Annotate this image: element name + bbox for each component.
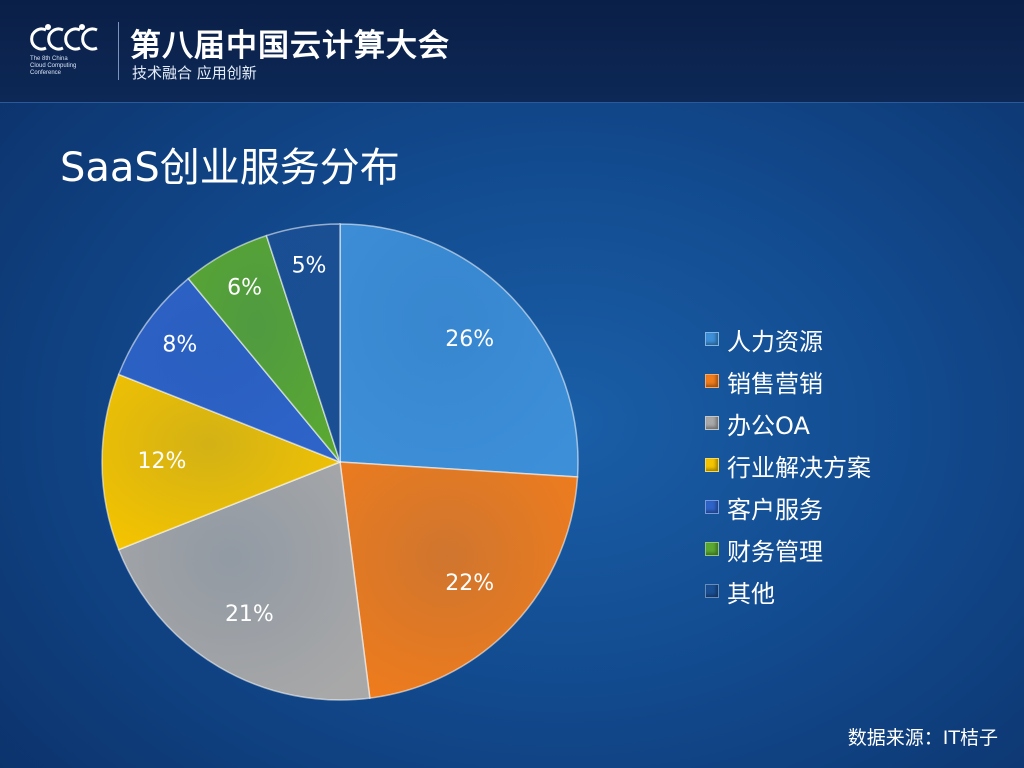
legend-item: 销售营销 bbox=[705, 360, 871, 402]
legend-label: 财务管理 bbox=[727, 537, 823, 566]
legend-swatch bbox=[705, 542, 719, 556]
legend-item: 行业解决方案 bbox=[705, 444, 871, 486]
legend-label: 办公OA bbox=[727, 411, 810, 440]
logo-caption-line: The 8th China bbox=[30, 56, 68, 62]
data-source-note: 数据来源：IT桔子 bbox=[847, 727, 998, 749]
pie-slice-5 bbox=[117, 277, 341, 463]
legend-item: 其他 bbox=[705, 570, 871, 612]
logo-caption-line: Cloud Computing bbox=[30, 63, 77, 69]
header-divider bbox=[118, 22, 119, 80]
pie-chart: 26% 22% 21% 12% 8% 6% 5% bbox=[101, 223, 579, 701]
chart-legend: 人力资源销售营销办公OA 行业解决方案 客户服务财务管理其他 bbox=[705, 318, 871, 612]
pie-slice-label: 6% bbox=[227, 275, 262, 300]
legend-label: 人力资源 bbox=[727, 327, 823, 356]
legend-label: 其他 bbox=[727, 579, 775, 608]
pie-slice-4 bbox=[101, 373, 343, 551]
pie-slice-7 bbox=[265, 223, 341, 463]
legend-swatch bbox=[705, 332, 719, 346]
legend-swatch bbox=[705, 584, 719, 598]
pie-slice-label: 21% bbox=[225, 602, 274, 627]
logo-caption: The 8th China Cloud Computing Conference bbox=[30, 56, 76, 77]
pie-slice-label: 12% bbox=[138, 449, 187, 474]
pie-slice-1 bbox=[339, 223, 579, 478]
legend-label: 客户服务 bbox=[727, 495, 823, 524]
conference-title: 第八届中国云计算大会 bbox=[130, 28, 450, 64]
pie-slice-3 bbox=[117, 460, 371, 701]
conference-header: The 8th China Cloud Computing Conference… bbox=[0, 0, 1024, 103]
legend-item: 人力资源 bbox=[705, 318, 871, 360]
logo-caption-line: Conference bbox=[30, 70, 62, 76]
pie-slice-2 bbox=[339, 461, 579, 699]
legend-label: 行业解决方案 bbox=[727, 453, 871, 482]
legend-label: 销售营销 bbox=[727, 369, 823, 398]
cccc-logo-icon bbox=[30, 24, 98, 51]
legend-swatch bbox=[705, 458, 719, 472]
conference-logo: The 8th China Cloud Computing Conference bbox=[30, 22, 110, 86]
pie-slice-label: 8% bbox=[162, 333, 197, 358]
conference-subtitle: 技术融合 应用创新 bbox=[132, 64, 257, 82]
pie-slice-label: 26% bbox=[445, 327, 494, 352]
legend-item: 财务管理 bbox=[705, 528, 871, 570]
legend-item: 客户服务 bbox=[705, 486, 871, 528]
pie-slice-label: 22% bbox=[445, 571, 494, 596]
pie-slice-label: 5% bbox=[292, 253, 327, 278]
legend-swatch bbox=[705, 374, 719, 388]
legend-item: 办公OA bbox=[705, 402, 871, 444]
legend-swatch bbox=[705, 416, 719, 430]
legend-swatch bbox=[705, 500, 719, 514]
slide-title: SaaS创业服务分布 bbox=[60, 145, 400, 191]
